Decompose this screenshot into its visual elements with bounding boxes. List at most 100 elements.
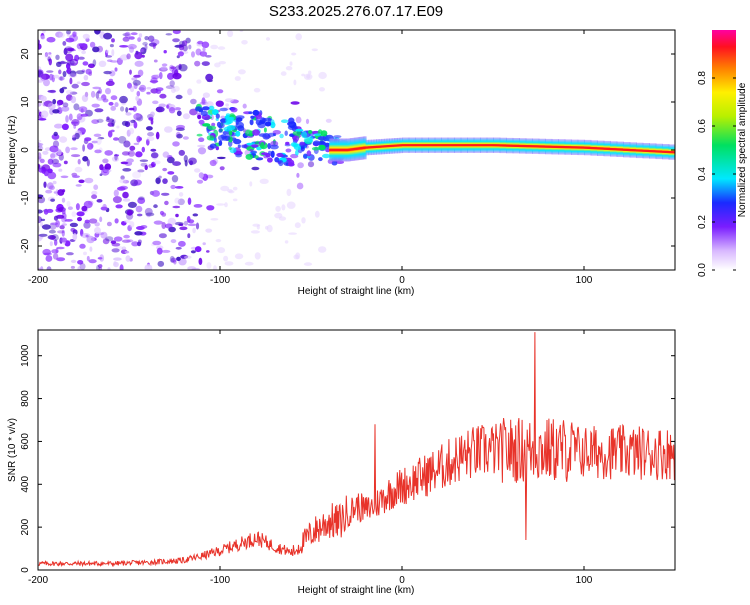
heatmap-cell [301,217,306,224]
heatmap-cell [202,123,211,127]
heatmap-cell [40,35,46,40]
heatmap-cell [119,45,129,48]
heatmap-cell [60,175,69,179]
heatmap-cell [107,130,113,138]
heatmap-cell [88,218,98,224]
heatmap-cell [81,94,89,103]
heatmap-cell [296,172,300,178]
heatmap-cell [128,36,135,40]
heatmap-cell [295,128,304,132]
colorbar: 0.0 0.2 0.4 0.6 0.8 Normalized spectral ampl… [697,30,748,277]
heatmap-cell [144,36,149,41]
heatmap-cell [96,137,102,145]
heatmap-cell [82,156,89,162]
heatmap-cell [291,52,297,56]
heatmap-cell [214,62,221,68]
heatmap-cell [172,205,181,209]
heatmap-cell [133,74,141,78]
heatmap-cell [78,43,88,47]
heatmap-cell [68,73,77,78]
heatmap-cell [56,257,66,262]
heatmap-cell [108,78,114,83]
heatmap-cell [114,153,118,161]
heatmap-cell [113,189,119,197]
heatmap-cell [78,56,85,60]
heatmap-cell [137,197,146,204]
heatmap-cell [311,48,318,52]
heatmap-cell [150,119,154,125]
heatmap-cell [78,48,82,52]
heatmap-cell [71,211,77,217]
heatmap-cell [45,255,53,262]
heatmap-cell [130,179,139,187]
spectrogram-x-tick-label: -200 [28,275,48,286]
heatmap-cell [249,181,253,187]
heatmap-cell [49,108,54,115]
heatmap-cell [289,61,293,66]
heatmap-cell [281,119,289,123]
heatmap-cell [42,102,47,107]
heatmap-cell [187,197,192,205]
heatmap-cell [55,247,59,254]
heatmap-cell [164,223,173,229]
heatmap-cell [68,113,73,121]
heatmap-cell [210,44,219,50]
heatmap-cell [84,137,92,142]
colorbar-tick-label: 0.2 [697,215,708,229]
heatmap-cell [196,133,203,137]
snr-plot-area [38,330,675,570]
heatmap-cell [83,221,91,229]
heatmap-cell [159,93,167,99]
heatmap-cell [66,31,71,37]
heatmap-cell [284,130,288,136]
heatmap-cell [232,198,238,202]
heatmap-cell [70,227,76,232]
heatmap-cell [103,70,112,75]
heatmap-cell [288,232,297,235]
heatmap-cell [71,83,79,89]
heatmap-cell [150,111,155,117]
heatmap-cell [144,44,148,51]
heatmap-cell [47,90,56,93]
heatmap-cell [313,133,321,136]
heatmap-cell [91,194,98,199]
heatmap-cell [300,146,305,150]
heatmap-cell [61,123,69,130]
heatmap-cell [86,255,90,262]
heatmap-cell [75,184,82,187]
heatmap-cell [249,148,254,152]
heatmap-cell [122,36,130,42]
heatmap-cell [187,233,191,239]
heatmap-cell [251,144,259,148]
heatmap-cell [146,91,151,95]
heatmap-cell [266,224,273,233]
heatmap-cell [198,137,205,142]
heatmap-cell [46,208,54,213]
heatmap-cell [43,168,49,177]
heatmap-cell [49,145,59,153]
colorbar-label: Normalized spectral amplitude [737,82,748,217]
heatmap-cell [167,217,176,226]
heatmap-cell [301,131,307,139]
heatmap-cell [270,150,275,158]
heatmap-cell [237,144,241,148]
heatmap-cell [93,184,99,190]
heatmap-cell [128,127,135,135]
heatmap-cell [181,40,188,47]
snr-x-axis-label: Height of straight line (km) [298,585,415,596]
heatmap-cell [58,76,65,81]
heatmap-cell [127,150,135,157]
heatmap-cell [244,261,254,266]
heatmap-cell [58,32,65,38]
heatmap-cell [206,262,212,269]
heatmap-cell [184,255,192,259]
heatmap-cell [136,90,141,97]
heatmap-cell [278,216,287,221]
heatmap-cell [275,205,281,212]
heatmap-cell [136,135,141,143]
heatmap-cell [215,239,222,243]
heatmap-cell [96,118,104,123]
heatmap-cell [79,130,86,134]
spectrogram-y-tick-label: 0 [20,147,31,153]
